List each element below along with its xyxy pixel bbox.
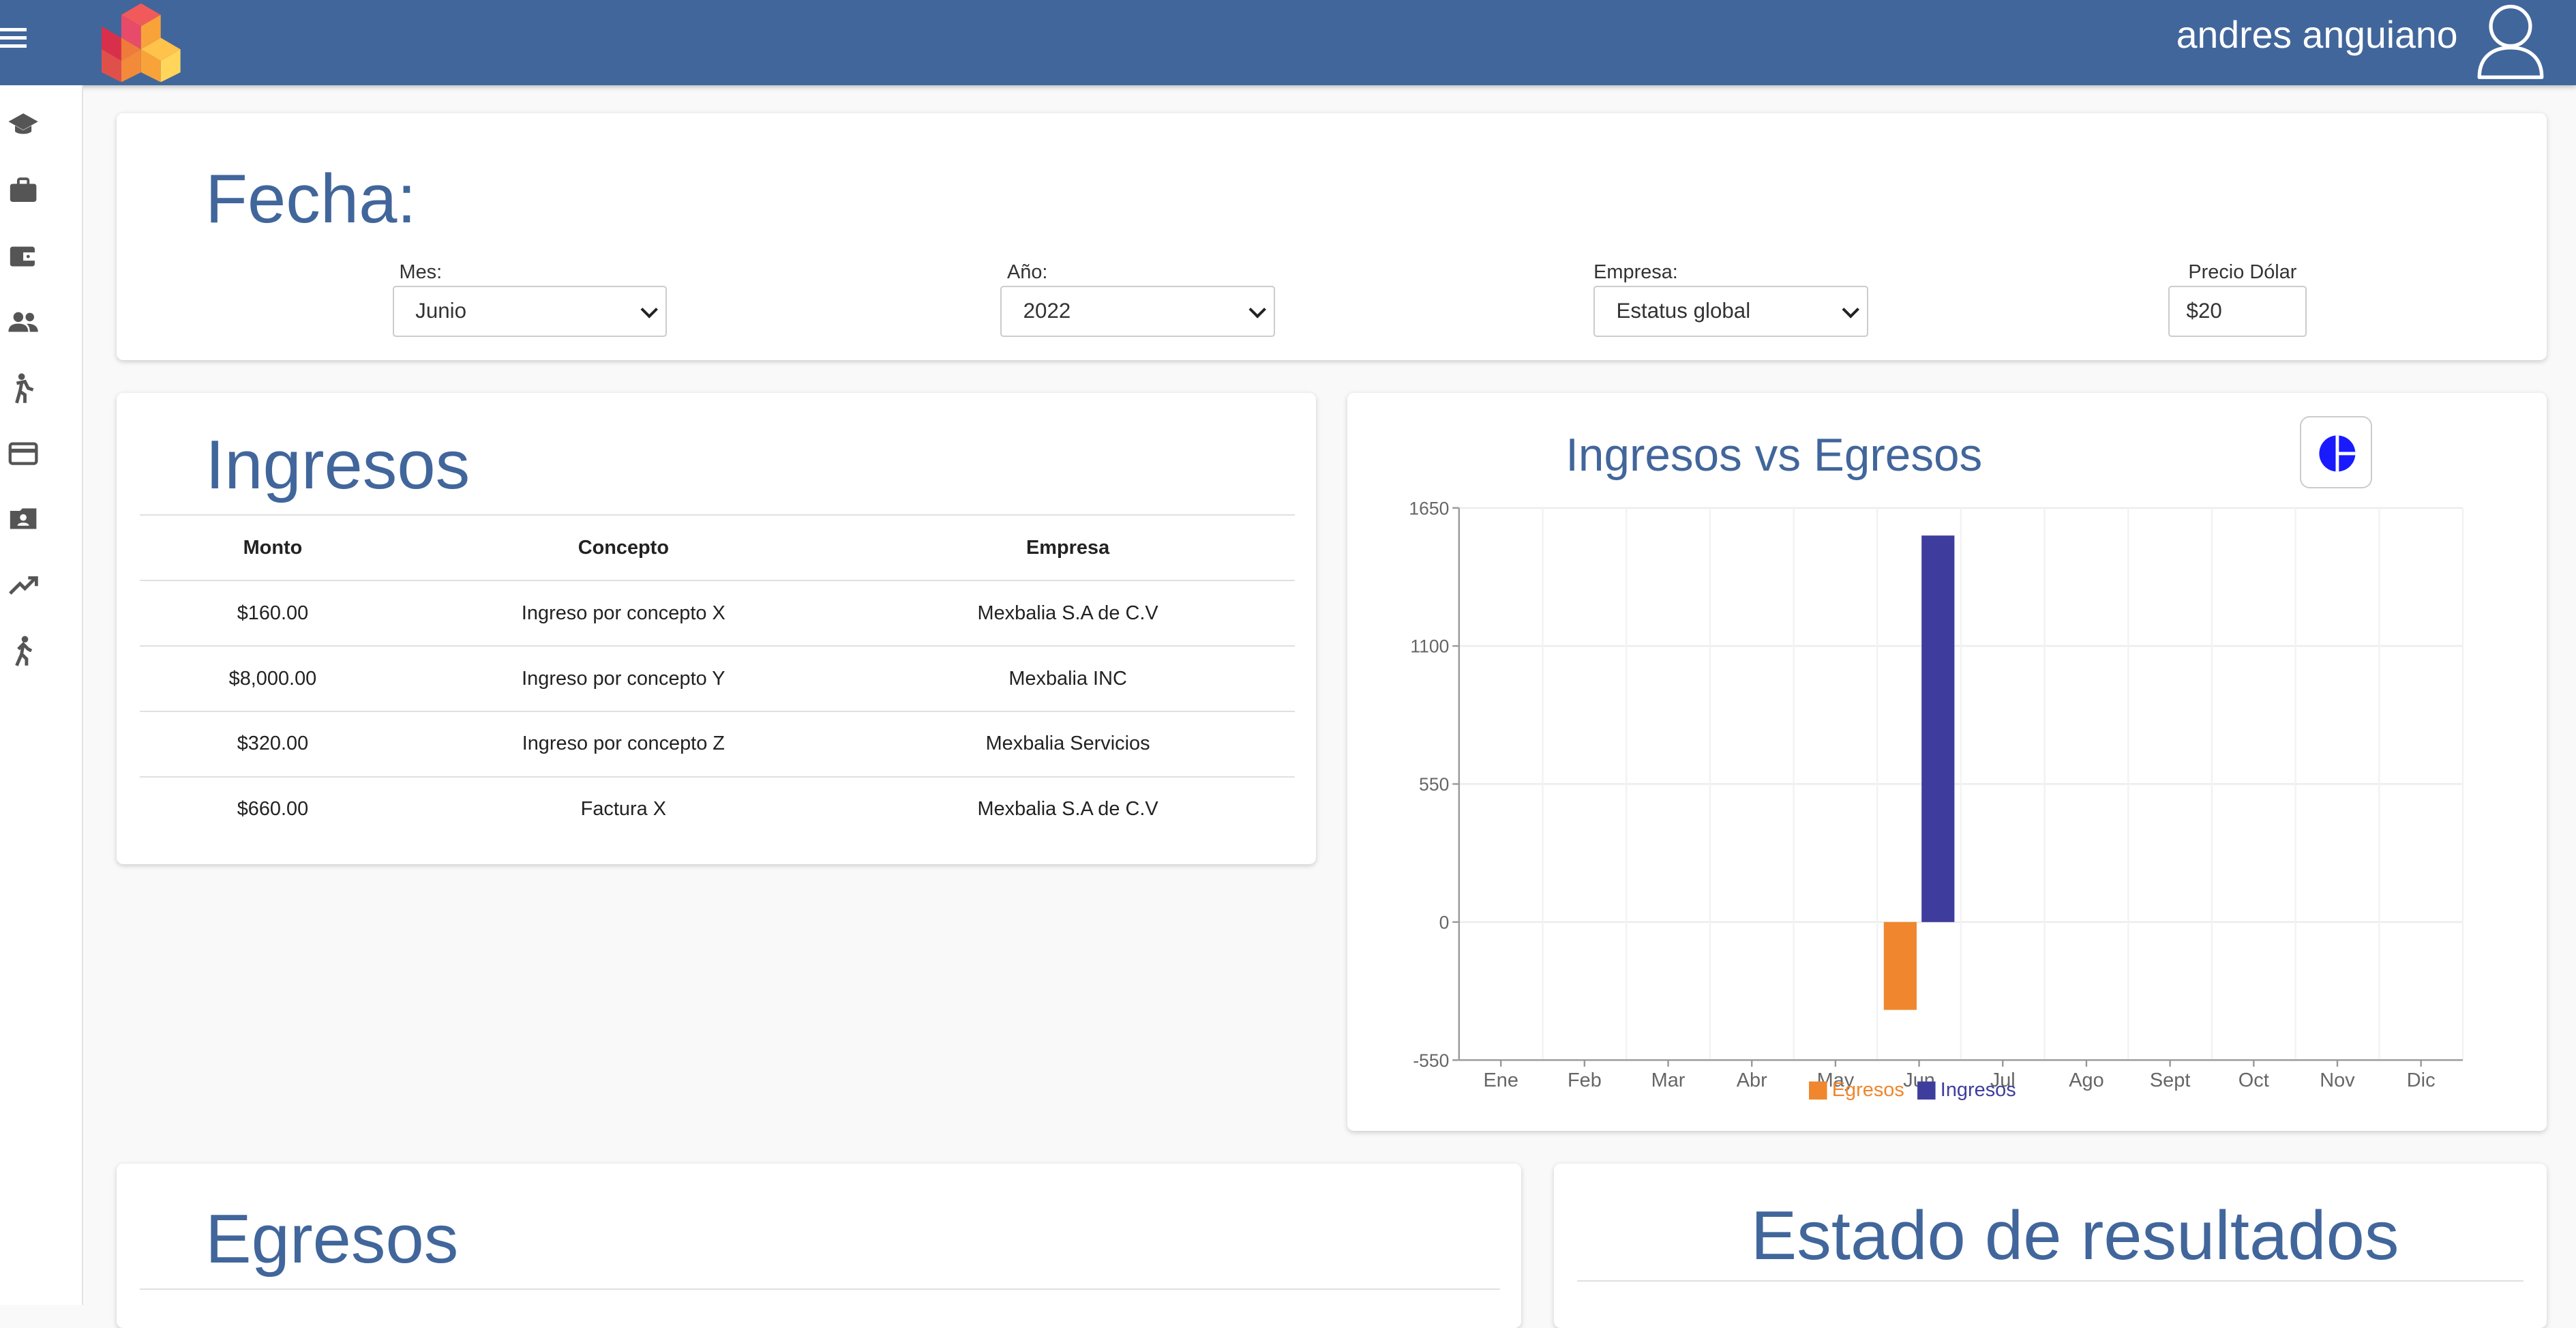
cell-concepto: Ingreso por concepto Z [406,711,841,778]
briefcase-icon[interactable] [7,174,40,207]
x-tick-label: Ago [2069,1069,2103,1091]
bar-ingresos-jun [1921,535,1955,922]
graduation-cap-icon[interactable] [7,108,40,141]
sidebar [0,85,84,1305]
walking-person-icon[interactable] [7,634,40,667]
company-select[interactable]: Estatus global [1593,286,1868,337]
income-title: Ingresos [205,426,470,504]
expenses-card: Egresos [117,1163,1522,1328]
income-statement-card: Estado de resultados [1554,1163,2547,1328]
contact-card-icon[interactable] [7,503,40,535]
legend-label-ingresos: Ingresos [1941,1079,2016,1101]
wallet-icon[interactable] [7,240,40,273]
y-tick-label: 550 [1419,774,1449,795]
user-name[interactable]: andres anguiano [2176,14,2458,57]
cube-logo[interactable] [102,0,181,83]
column-header-empresa[interactable]: Empresa [841,514,1295,582]
month-select[interactable]: Junio [392,286,668,337]
x-tick-label: Oct [2238,1069,2269,1091]
top-app-bar: andres anguiano [0,0,2576,86]
x-tick-label: Dic [2407,1069,2436,1091]
column-header-monto[interactable]: Monto [139,514,406,582]
cell-monto: $320.00 [139,711,406,778]
chart-type-toggle-button[interactable] [2300,415,2373,488]
pie-chart-icon [2319,435,2356,472]
cell-empresa: Mexbalia S.A de C.V [841,580,1295,647]
year-select[interactable]: 2022 [1000,286,1275,337]
year-select-value: 2022 [1023,299,1071,323]
cell-monto: $660.00 [237,798,309,821]
credit-card-icon[interactable] [7,437,40,470]
people-icon[interactable] [7,306,40,338]
legend-swatch-ingresos [1917,1081,1936,1100]
person-running-icon[interactable] [7,372,40,404]
trending-up-icon[interactable] [7,569,40,602]
chevron-down-icon [640,301,659,319]
cell-empresa: Mexbalia S.A de C.V [977,798,1158,821]
income-statement-title: Estado de resultados [1750,1197,2399,1275]
table-row[interactable]: $8,000.00 Ingreso por concepto Y Mexbali… [139,646,1295,712]
cell-monto: $160.00 [139,580,406,647]
year-label: Año: [1006,261,1048,284]
bar-egresos-jun [1883,921,1917,1010]
x-tick-label: Nov [2320,1069,2355,1091]
expenses-title: Egresos [205,1200,459,1278]
cell-concepto: Ingreso por concepto Y [406,646,841,712]
month-label: Mes: [399,261,443,284]
x-tick-label: Sept [2150,1069,2190,1091]
user-avatar-icon[interactable] [2474,0,2547,82]
x-tick-label: Feb [1568,1069,1602,1091]
table-row[interactable]: $320.00 Ingreso por concepto Z Mexbalia … [139,711,1295,778]
company-label: Empresa: [1593,261,1678,284]
cell-concepto: Factura X [580,798,666,821]
date-filter-card: Fecha: Mes: Junio Año: 2022 Empresa: Est… [117,113,2547,360]
hamburger-menu-icon[interactable] [0,27,27,51]
chart-card: Ingresos vs Egresos 1650 1100 550 0 -550 Ene F… [1347,392,2547,1131]
y-tick-label: 1650 [1409,498,1449,518]
cell-monto: $8,000.00 [139,646,406,712]
x-tick-label: Jul [1990,1069,2016,1091]
income-table: Monto Concepto Empresa $160.00 Ingreso p… [139,514,1295,842]
table-row[interactable]: $660.00 Factura X Mexbalia S.A de C.V [140,777,1295,842]
chart-title: Ingresos vs Egresos [1566,429,1983,481]
legend-label-egresos: Egresos [1832,1079,1904,1101]
company-select-value: Estatus global [1616,299,1751,323]
y-tick-label: -550 [1413,1050,1449,1071]
cell-concepto: Ingreso por concepto X [406,580,841,647]
column-header-concepto[interactable]: Concepto [406,514,841,582]
cell-empresa: Mexbalia INC [841,646,1295,712]
y-tick-label: 0 [1439,912,1449,932]
chevron-down-icon [1248,301,1267,319]
divider [1577,1280,2523,1282]
table-row[interactable]: $160.00 Ingreso por concepto X Mexbalia … [139,580,1295,647]
y-tick-label: 1100 [1410,636,1449,657]
x-tick-label: Mar [1651,1069,1685,1091]
income-card: Ingresos Monto Concepto Empresa $160.00 … [117,392,1316,865]
chevron-down-icon [1841,301,1859,319]
filter-title: Fecha: [205,160,417,237]
dollar-price-label: Precio Dólar [2188,261,2297,284]
month-select-value: Junio [415,299,467,323]
x-tick-label: Ene [1483,1069,1518,1091]
x-tick-label: Abr [1736,1069,1767,1091]
cell-empresa: Mexbalia Servicios [841,711,1295,778]
dollar-price-input[interactable]: $20 [2168,286,2307,337]
legend-swatch-egresos [1808,1081,1827,1100]
table-header-row: Monto Concepto Empresa [139,514,1295,582]
divider [139,1288,1500,1290]
